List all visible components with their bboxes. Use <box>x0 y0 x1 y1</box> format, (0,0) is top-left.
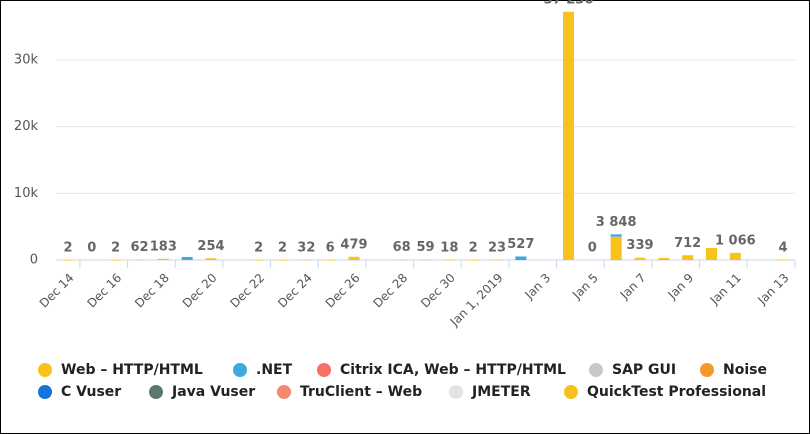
bar <box>682 255 694 260</box>
total-label: 18 <box>440 240 458 255</box>
total-label: 0 <box>87 241 96 256</box>
bar <box>610 236 622 260</box>
bar <box>348 256 360 260</box>
bar <box>157 258 169 260</box>
legend-marker <box>149 385 163 399</box>
total-label: 479 <box>340 237 367 252</box>
bar <box>491 259 503 261</box>
legend-label: SAP GUI <box>612 362 676 378</box>
legend-label: Citrix ICA, Web – HTTP/HTML <box>340 362 566 378</box>
total-label: 254 <box>197 239 224 254</box>
legend-marker <box>277 385 291 399</box>
total-label: 37 236 <box>544 0 594 7</box>
bar <box>443 259 455 261</box>
bar <box>777 259 789 261</box>
total-label: 2 <box>254 240 263 255</box>
total-label: 2 <box>278 240 287 255</box>
legend-marker <box>700 363 714 377</box>
bar <box>396 259 408 261</box>
bar <box>277 259 288 261</box>
legend-label: .NET <box>256 362 293 378</box>
bar <box>515 256 527 260</box>
bar <box>181 257 193 260</box>
bar <box>658 258 670 260</box>
total-label: 59 <box>416 240 434 255</box>
y-tick-label: 0 <box>30 253 38 268</box>
legend-marker <box>233 363 247 377</box>
legend-marker <box>317 363 331 377</box>
bar <box>205 258 217 260</box>
total-label: 0 <box>588 241 597 256</box>
y-tick-label: 30k <box>14 53 39 68</box>
bar <box>467 259 479 261</box>
legend-marker <box>449 385 463 399</box>
bar <box>610 234 622 237</box>
y-tick-label: 20k <box>14 119 39 134</box>
total-label: 3 848 <box>596 215 637 230</box>
bar <box>729 252 741 260</box>
bar <box>134 259 145 261</box>
total-label: 4 <box>778 240 787 255</box>
legend-marker <box>38 363 52 377</box>
total-label: 2 <box>469 240 478 255</box>
total-label: 527 <box>507 237 534 252</box>
total-label: 6 <box>326 240 335 255</box>
total-label: 183 <box>150 239 177 254</box>
total-label: 68 <box>393 240 411 255</box>
legend-marker <box>38 385 52 399</box>
legend-label: JMETER <box>471 384 531 400</box>
bar <box>706 248 717 260</box>
total-label: 32 <box>297 240 315 255</box>
bar <box>253 259 265 261</box>
total-label: 339 <box>626 238 653 253</box>
legend-marker <box>564 385 578 399</box>
bar <box>62 259 74 261</box>
total-label: 23 <box>488 240 506 255</box>
legend-label: Web – HTTP/HTML <box>61 362 203 378</box>
bar <box>300 259 312 261</box>
bar <box>324 259 336 261</box>
legend-label: Noise <box>723 362 767 378</box>
legend-label: QuickTest Professional <box>587 384 766 400</box>
bar <box>634 257 646 260</box>
total-label: 2 <box>63 240 72 255</box>
y-tick-label: 10k <box>14 186 39 201</box>
total-label: 712 <box>674 236 701 251</box>
total-label: 62 <box>130 240 148 255</box>
legend-label: Java Vuser <box>171 384 255 400</box>
total-label: 1 066 <box>715 233 756 248</box>
legend-marker <box>589 363 603 377</box>
total-label: 2 <box>111 240 120 255</box>
bar <box>563 11 574 261</box>
bar <box>110 259 122 261</box>
legend-label: TruClient – Web <box>300 384 422 400</box>
legend-label: C Vuser <box>61 384 121 400</box>
bar <box>420 259 431 261</box>
